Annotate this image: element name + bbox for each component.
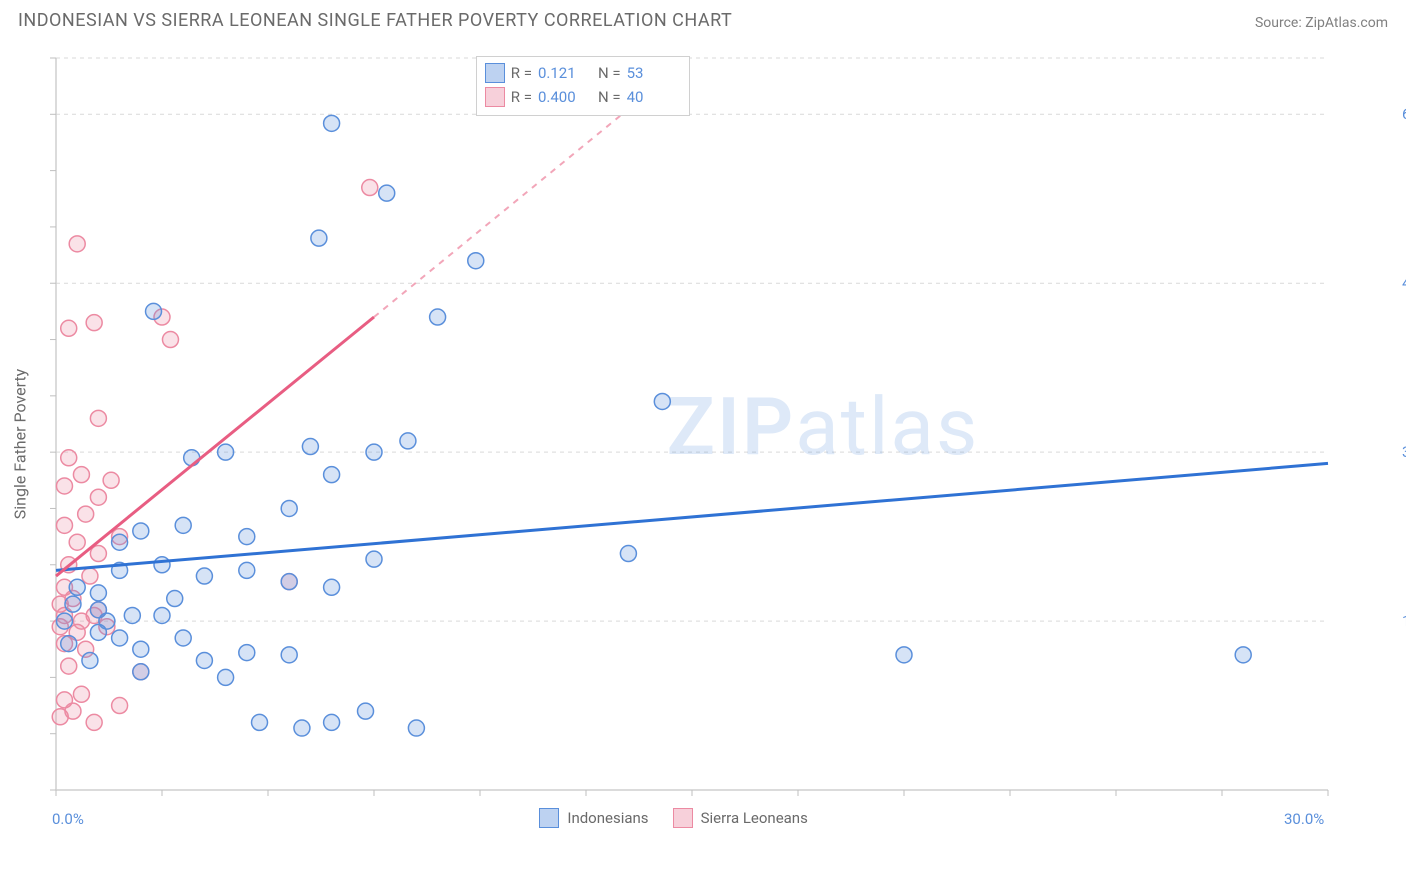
y-axis-label: Single Father Poverty [11,369,30,520]
legend-swatch [539,808,559,828]
n-label: N = [598,61,621,85]
r-value: 0.400 [538,85,592,109]
legend-swatch [485,63,505,83]
scatter-plot [48,44,1388,844]
source-name: ZipAtlas.com [1305,15,1388,31]
y-tick-label: 60.0% [1392,105,1406,123]
x-tick-label: 0.0% [52,810,84,828]
x-tick-label: 30.0% [1284,810,1324,828]
chart-title: INDONESIAN VS SIERRA LEONEAN SINGLE FATH… [18,10,732,31]
legend-swatch [673,808,693,828]
y-tick-label: 30.0% [1392,443,1406,461]
n-value: 53 [627,61,681,85]
n-value: 40 [627,85,681,109]
legend-item: Indonesians [539,808,648,828]
r-label: R = [511,85,532,109]
r-label: R = [511,61,532,85]
y-tick-label: 15.0% [1392,612,1406,630]
legend-row: R = 0.121 N = 53 [485,61,681,85]
source-label: Source: ZipAtlas.com [1255,15,1388,31]
legend-row: R = 0.400 N = 40 [485,85,681,109]
source-prefix: Source: [1255,15,1305,31]
legend-item: Sierra Leoneans [673,808,808,828]
y-tick-label: 45.0% [1392,274,1406,292]
legend-label: Sierra Leoneans [701,809,808,827]
series-legend: Indonesians Sierra Leoneans [539,808,807,828]
n-label: N = [598,85,621,109]
legend-label: Indonesians [567,809,648,827]
plot-container: Single Father Poverty ZIPatlas R = 0.121… [48,44,1388,844]
correlation-legend: R = 0.121 N = 53 R = 0.400 N = 40 [476,56,690,116]
r-value: 0.121 [538,61,592,85]
legend-swatch [485,87,505,107]
